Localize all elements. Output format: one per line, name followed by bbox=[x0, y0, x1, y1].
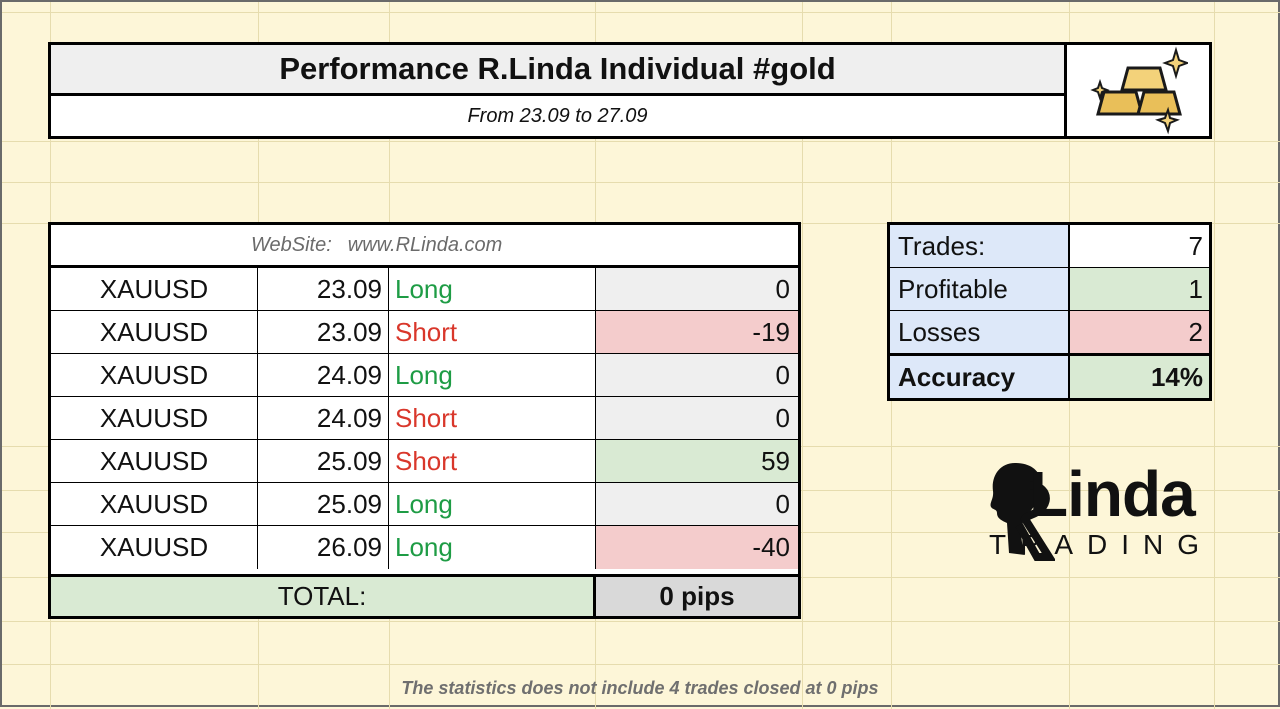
trade-direction: Short bbox=[389, 311, 596, 353]
trade-direction: Long bbox=[389, 526, 596, 569]
trade-date: 23.09 bbox=[258, 311, 389, 353]
report-title: Performance R.Linda Individual #gold bbox=[51, 45, 1067, 96]
trade-result: 59 bbox=[596, 440, 798, 482]
footnote: The statistics does not include 4 trades… bbox=[401, 678, 879, 698]
trade-date: 24.09 bbox=[258, 354, 389, 396]
trade-direction: Short bbox=[389, 440, 596, 482]
trade-result: -19 bbox=[596, 311, 798, 353]
trade-result: 0 bbox=[596, 397, 798, 439]
stats-value: 1 bbox=[1070, 268, 1209, 310]
stats-row-losses: Losses 2 bbox=[890, 311, 1209, 354]
trade-direction: Long bbox=[389, 354, 596, 396]
stats-value: 2 bbox=[1070, 311, 1209, 353]
stats-label: Trades: bbox=[890, 225, 1070, 267]
trade-symbol: XAUUSD bbox=[51, 354, 258, 396]
trade-date: 26.09 bbox=[258, 526, 389, 569]
total-row: TOTAL: 0 pips bbox=[51, 574, 798, 616]
stats-value: 14% bbox=[1070, 356, 1209, 398]
trade-result: 0 bbox=[596, 483, 798, 525]
rlinda-trading-logo: Linda TRADING bbox=[985, 455, 1245, 565]
stats-row-trades: Trades: 7 bbox=[890, 225, 1209, 268]
table-row: XAUUSD 26.09 Long -40 bbox=[51, 526, 798, 569]
brand-name: Linda bbox=[1029, 458, 1196, 530]
website-url[interactable]: www.RLinda.com bbox=[347, 233, 503, 256]
report-header: Performance R.Linda Individual #gold Fro… bbox=[48, 42, 1212, 139]
gold-bars-icon bbox=[1067, 45, 1209, 136]
trade-direction: Long bbox=[389, 483, 596, 525]
total-label: TOTAL: bbox=[51, 577, 596, 616]
table-row: XAUUSD 24.09 Short 0 bbox=[51, 397, 798, 440]
website-label: WebSite: bbox=[251, 233, 332, 256]
trade-date: 24.09 bbox=[258, 397, 389, 439]
stats-row-accuracy: Accuracy 14% bbox=[890, 354, 1209, 398]
total-value: 0 pips bbox=[596, 577, 798, 616]
table-row: XAUUSD 25.09 Short 59 bbox=[51, 440, 798, 483]
stats-value: 7 bbox=[1188, 230, 1203, 261]
table-row: XAUUSD 23.09 Short -19 bbox=[51, 311, 798, 354]
brand-tagline: TRADING bbox=[989, 529, 1213, 560]
trade-symbol: XAUUSD bbox=[51, 268, 258, 310]
table-row: XAUUSD 24.09 Long 0 bbox=[51, 354, 798, 397]
trade-symbol: XAUUSD bbox=[51, 483, 258, 525]
woman-silhouette-icon bbox=[990, 463, 1055, 561]
stats-label: Losses bbox=[890, 311, 1070, 353]
report-period: From 23.09 to 27.09 bbox=[51, 96, 1067, 136]
trade-direction: Long bbox=[389, 268, 596, 310]
trade-symbol: XAUUSD bbox=[51, 397, 258, 439]
stats-row-profitable: Profitable 1 bbox=[890, 268, 1209, 311]
stats-label: Profitable bbox=[890, 268, 1070, 310]
trade-date: 25.09 bbox=[258, 440, 389, 482]
trades-table: WebSite: www.RLinda.com XAUUSD 23.09 Lon… bbox=[48, 222, 801, 619]
trade-symbol: XAUUSD bbox=[51, 526, 258, 569]
stats-label: Accuracy bbox=[890, 356, 1070, 398]
table-row: XAUUSD 25.09 Long 0 bbox=[51, 483, 798, 526]
trade-date: 25.09 bbox=[258, 483, 389, 525]
stats-table: Trades: 7 Profitable 1 Losses 2 Accuracy… bbox=[887, 222, 1212, 401]
trade-result: -40 bbox=[596, 526, 798, 569]
table-row: XAUUSD 23.09 Long 0 bbox=[51, 268, 798, 311]
trade-result: 0 bbox=[596, 268, 798, 310]
trade-symbol: XAUUSD bbox=[51, 311, 258, 353]
trade-result: 0 bbox=[596, 354, 798, 396]
website-row: WebSite: www.RLinda.com bbox=[51, 225, 798, 268]
trade-symbol: XAUUSD bbox=[51, 440, 258, 482]
trade-date: 23.09 bbox=[258, 268, 389, 310]
trade-direction: Short bbox=[389, 397, 596, 439]
